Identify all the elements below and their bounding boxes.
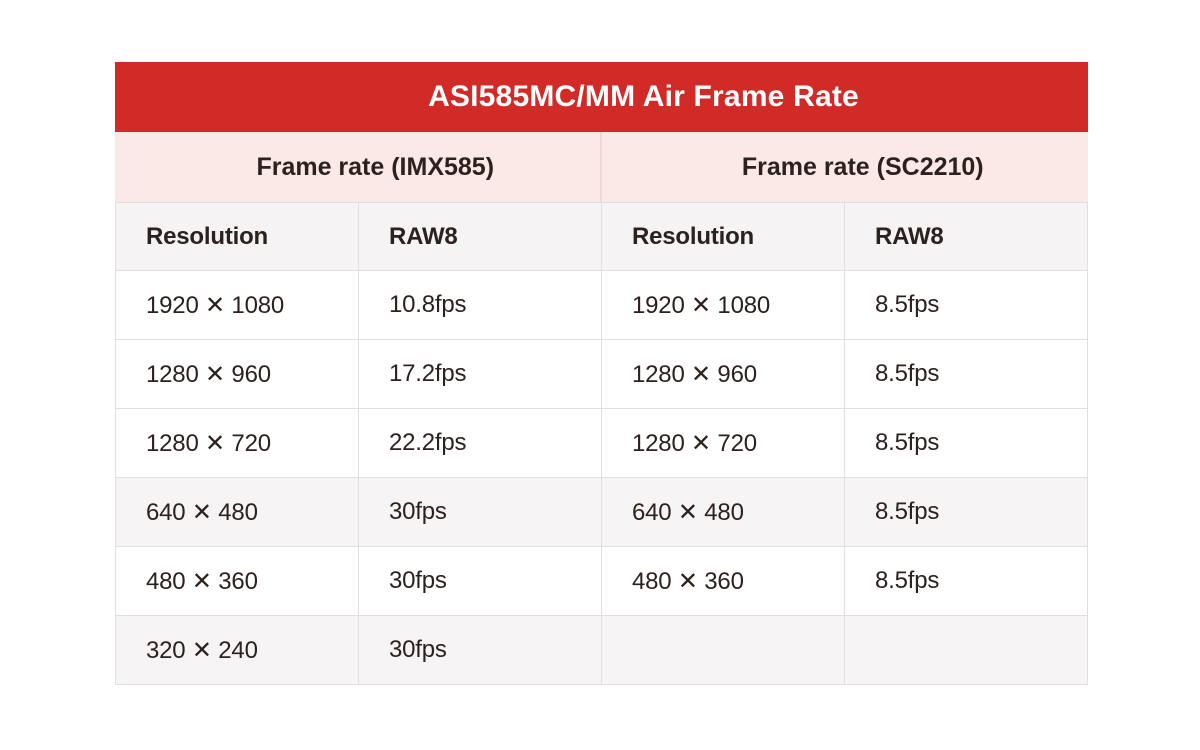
resolution-cell: 1920 ✕ 1080 [601, 270, 845, 340]
table-row: 1280 ✕ 960 17.2fps 1280 ✕ 960 8.5fps [115, 339, 1088, 409]
resolution-cell: 1920 ✕ 1080 [115, 270, 359, 340]
table-row: 480 ✕ 360 30fps 480 ✕ 360 8.5fps [115, 546, 1088, 616]
group-header-imx585: Frame rate (IMX585) [115, 132, 602, 202]
table-row: 640 ✕ 480 30fps 640 ✕ 480 8.5fps [115, 477, 1088, 547]
framerate-cell: 8.5fps [844, 477, 1088, 547]
framerate-cell: 8.5fps [844, 270, 1088, 340]
sensor-group-header-row: Frame rate (IMX585) Frame rate (SC2210) [115, 132, 1088, 202]
resolution-cell: 480 ✕ 360 [601, 546, 845, 616]
framerate-cell: 8.5fps [844, 339, 1088, 409]
group-header-imx585-label: Frame rate (IMX585) [256, 152, 495, 181]
resolution-cell: 1280 ✕ 960 [601, 339, 845, 409]
group-header-sc2210-label: Frame rate (SC2210) [741, 152, 984, 181]
framerate-cell: 17.2fps [358, 339, 602, 409]
frame-rate-grid: Resolution RAW8 Resolution RAW8 1920 ✕ 1… [115, 202, 1088, 685]
framerate-cell: 30fps [358, 546, 602, 616]
table-row: 1920 ✕ 1080 10.8fps 1920 ✕ 1080 8.5fps [115, 270, 1088, 340]
framerate-cell: 22.2fps [358, 408, 602, 478]
table-title-bar: ASI585MC/MM Air Frame Rate [115, 62, 1088, 132]
col-header-raw8-imx585: RAW8 [358, 202, 602, 271]
framerate-cell: 10.8fps [358, 270, 602, 340]
table-row: 1280 ✕ 720 22.2fps 1280 ✕ 720 8.5fps [115, 408, 1088, 478]
resolution-cell: 320 ✕ 240 [115, 615, 359, 685]
resolution-cell: 480 ✕ 360 [115, 546, 359, 616]
col-header-resolution-sc2210: Resolution [601, 202, 845, 271]
framerate-cell: 30fps [358, 615, 602, 685]
resolution-cell: 1280 ✕ 960 [115, 339, 359, 409]
framerate-cell: 30fps [358, 477, 602, 547]
col-header-raw8-sc2210: RAW8 [844, 202, 1088, 271]
empty-cell [844, 615, 1088, 685]
column-header-row: Resolution RAW8 Resolution RAW8 [115, 202, 1088, 271]
col-header-resolution-imx585: Resolution [115, 202, 359, 271]
resolution-cell: 1280 ✕ 720 [601, 408, 845, 478]
table-title: ASI585MC/MM Air Frame Rate [428, 80, 859, 113]
resolution-cell: 1280 ✕ 720 [115, 408, 359, 478]
resolution-cell: 640 ✕ 480 [601, 477, 845, 547]
framerate-cell: 8.5fps [844, 408, 1088, 478]
empty-cell [601, 615, 845, 685]
resolution-cell: 640 ✕ 480 [115, 477, 359, 547]
group-header-sc2210: Frame rate (SC2210) [602, 132, 1089, 202]
table-row: 320 ✕ 240 30fps [115, 615, 1088, 685]
framerate-cell: 8.5fps [844, 546, 1088, 616]
frame-rate-table: ASI585MC/MM Air Frame Rate Frame rate (I… [115, 62, 1088, 685]
